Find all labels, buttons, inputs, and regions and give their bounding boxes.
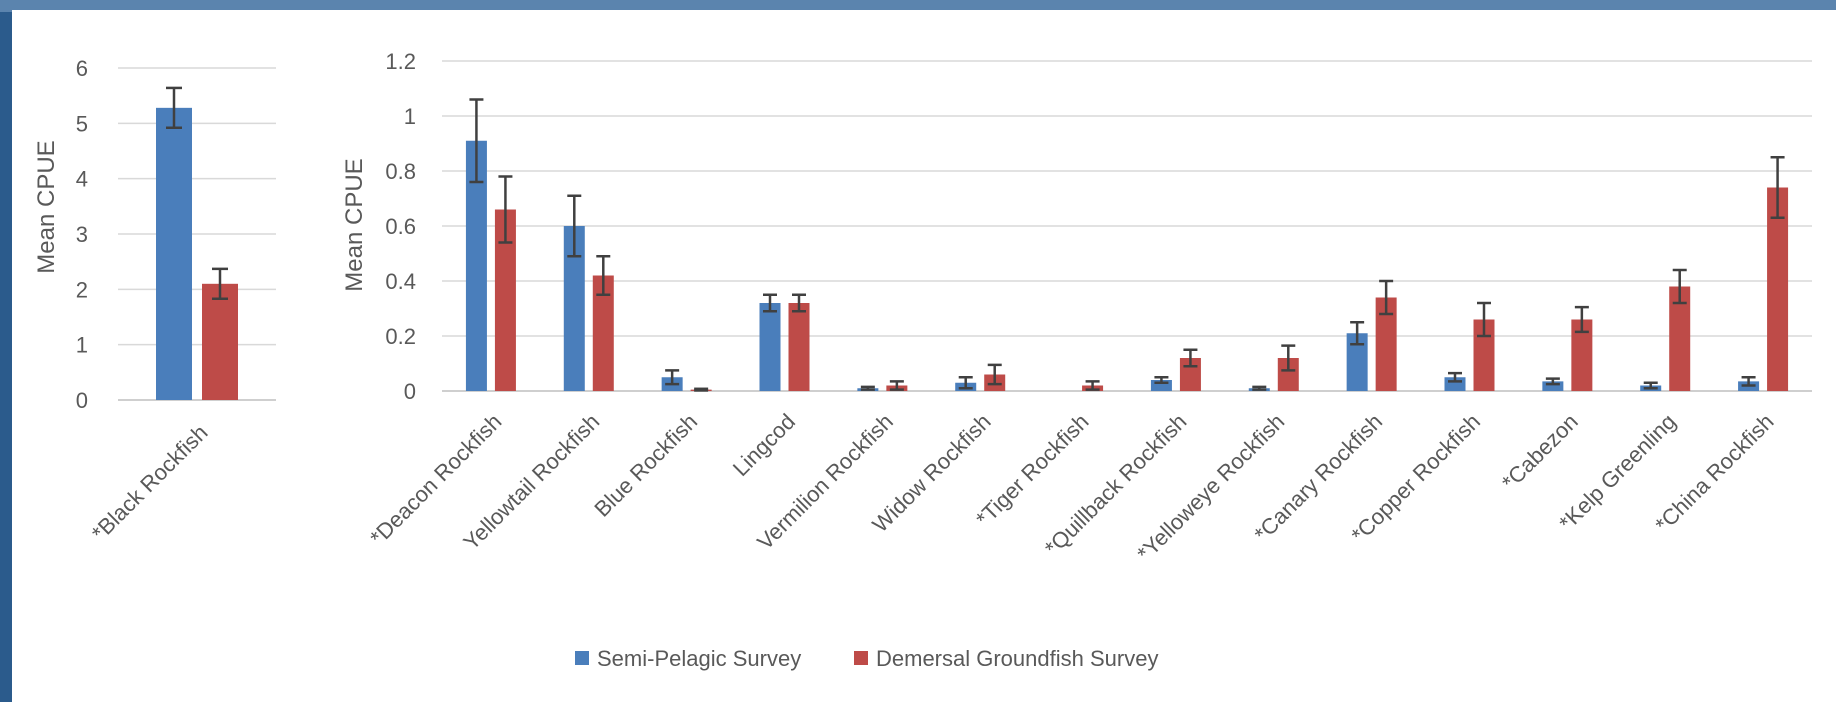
right-bars [465, 140, 1789, 391]
left-y-axis-title: Mean CPUE [33, 140, 60, 273]
bar-lingcod-semi-pelagic [759, 303, 781, 391]
y-tick-label: 1.2 [385, 49, 416, 74]
bar-cabezon-demersal [1571, 319, 1593, 391]
y-tick-label: 0.4 [385, 269, 416, 294]
y-tick-label: 0.6 [385, 214, 416, 239]
bar-canary-rockfish-demersal [1375, 297, 1397, 391]
error-bar [889, 380, 904, 391]
legend-swatch-semi-pelagic [575, 651, 589, 665]
error-bar [958, 376, 973, 390]
y-tick-label: 5 [76, 111, 88, 136]
error-bar [860, 385, 875, 391]
error-bar [792, 293, 806, 313]
legend: Semi-Pelagic Survey Demersal Groundfish … [575, 646, 1158, 671]
error-bar [1183, 348, 1198, 368]
error-bar [1281, 344, 1296, 372]
y-tick-label: 2 [76, 277, 88, 302]
error-bar [498, 175, 513, 244]
y-tick-label: 4 [76, 167, 88, 192]
error-bar [212, 267, 228, 300]
y-tick-label: 6 [76, 56, 88, 81]
error-bar [1574, 305, 1589, 334]
bar-cabezon-semi-pelagic [1542, 381, 1564, 391]
bar-yellowtail-rockfish-semi-pelagic [563, 226, 585, 391]
error-bar [763, 293, 777, 313]
error-bar [1448, 371, 1462, 383]
left-error-bars [166, 86, 228, 300]
bar-black-rockfish-semi-pelagic [156, 107, 192, 400]
bar-yelloweye-rockfish-demersal [1277, 358, 1299, 391]
legend-label-semi-pelagic: Semi-Pelagic Survey [597, 646, 801, 671]
error-bar [567, 194, 582, 258]
error-bar [1252, 385, 1267, 391]
right-y-axis-title: Mean CPUE [341, 158, 368, 291]
y-tick-label: 0.8 [385, 159, 416, 184]
left-y-tick-labels: 0 1 2 3 4 5 6 [76, 56, 88, 413]
error-bar [1085, 380, 1100, 391]
y-tick-label: 0 [404, 379, 416, 404]
bar-quillback-rockfish-semi-pelagic [1150, 380, 1172, 391]
bar-copper-rockfish-demersal [1473, 319, 1495, 391]
background-top-strip [0, 0, 1836, 12]
legend-label-demersal: Demersal Groundfish Survey [876, 646, 1158, 671]
y-tick-label: 0.2 [385, 324, 416, 349]
chart-panel [12, 10, 1836, 702]
left-gridlines [118, 67, 276, 401]
error-bar [665, 369, 680, 386]
y-tick-label: 0 [76, 388, 88, 413]
bar-black-rockfish-demersal [202, 283, 238, 400]
bar-lingcod-demersal [788, 303, 810, 391]
error-bar [1350, 321, 1365, 346]
error-bar [1477, 301, 1491, 338]
error-bar [1770, 156, 1785, 219]
right-error-bars [469, 98, 1785, 392]
bar-china-rockfish-demersal [1767, 187, 1789, 391]
y-tick-label: 1 [404, 104, 416, 129]
error-bar [1545, 377, 1560, 386]
bar-deacon-rockfish-semi-pelagic [465, 140, 487, 391]
error-bar [987, 363, 1002, 386]
error-bar [1154, 376, 1169, 384]
error-bar [694, 387, 709, 392]
error-bar [1379, 279, 1394, 316]
y-tick-label: 1 [76, 333, 88, 358]
error-bar [596, 255, 611, 296]
bar-yellowtail-rockfish-demersal [592, 275, 614, 391]
bar-deacon-rockfish-demersal [494, 209, 516, 391]
bar-canary-rockfish-semi-pelagic [1346, 333, 1368, 391]
error-bar [469, 98, 484, 184]
y-tick-label: 3 [76, 222, 88, 247]
error-bar [1672, 268, 1687, 305]
error-bar [1643, 381, 1658, 390]
bar-kelp-greenling-demersal [1669, 286, 1691, 391]
left-bars [156, 107, 238, 400]
legend-swatch-demersal [854, 651, 868, 665]
right-gridlines [442, 60, 1812, 392]
error-bar [1741, 376, 1756, 387]
right-y-tick-labels: 0 0.2 0.4 0.6 0.8 1 1.2 [385, 49, 416, 404]
error-bar [166, 86, 182, 130]
